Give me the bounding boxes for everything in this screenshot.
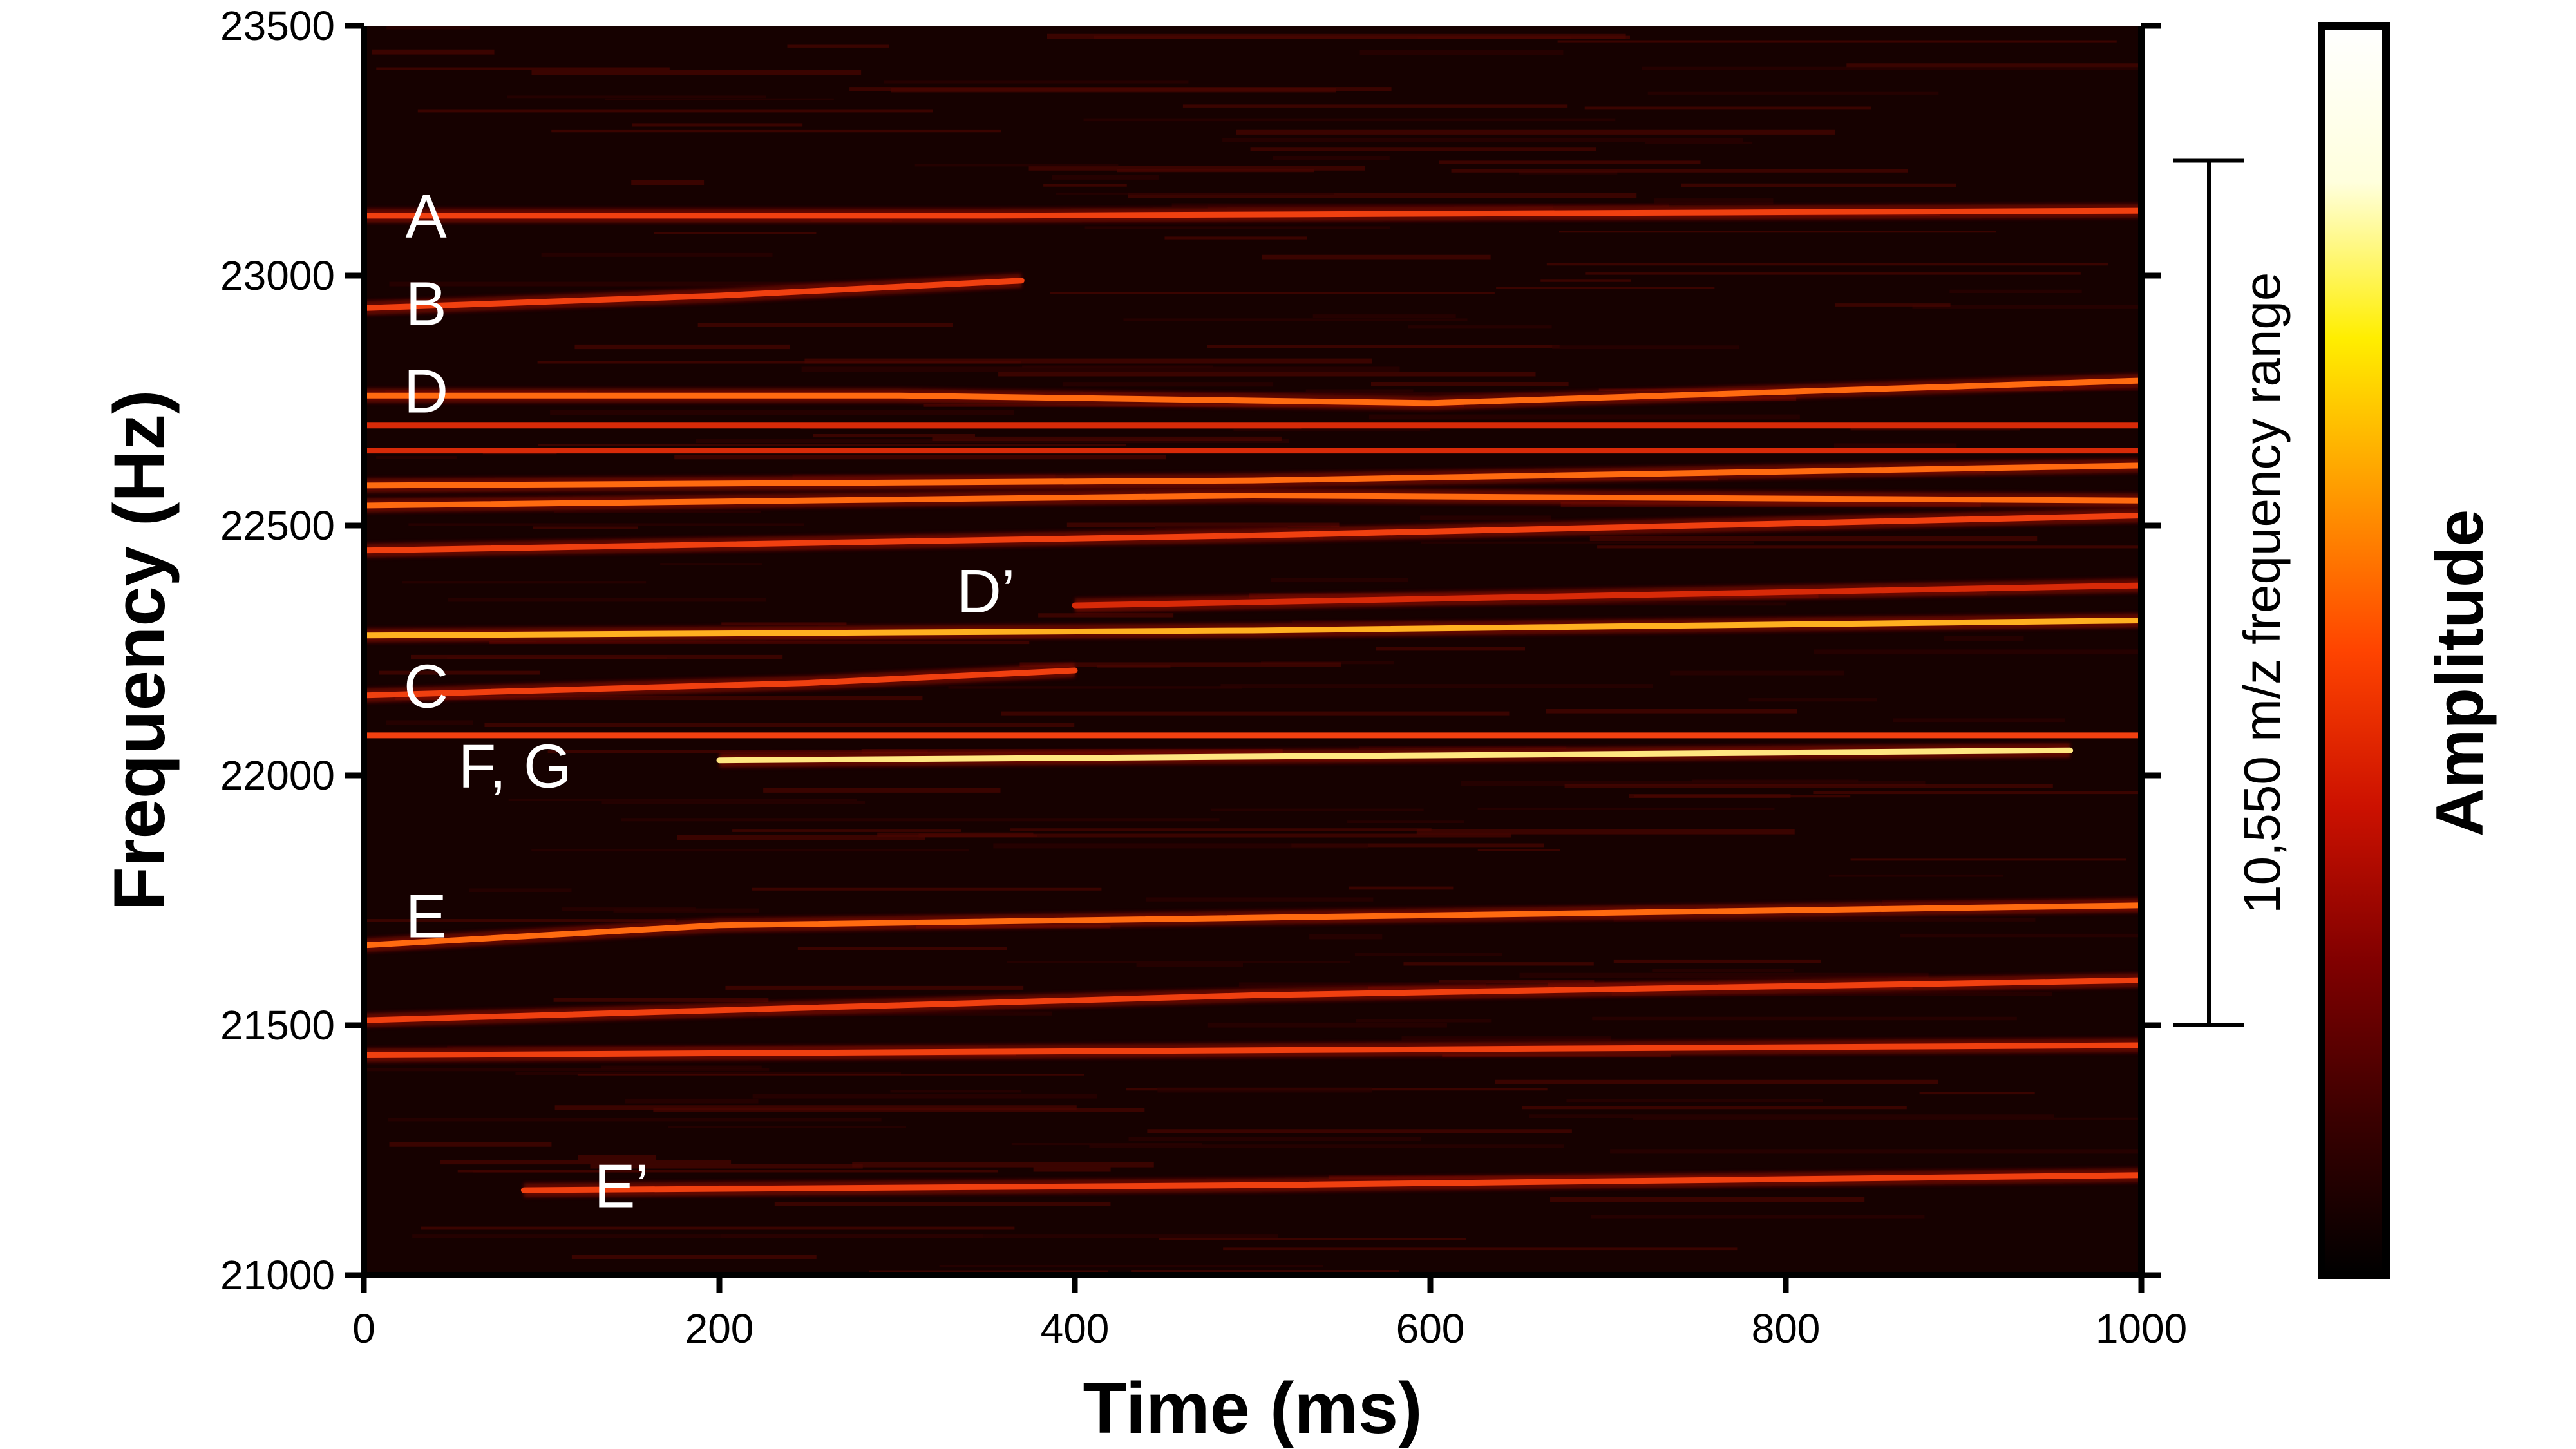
frequency-band <box>364 377 2141 406</box>
frequency-band <box>520 1172 2141 1193</box>
band-label: A <box>406 182 447 251</box>
band-label: D’ <box>957 557 1016 626</box>
x-tick-label: 800 <box>1752 1305 1821 1352</box>
x-axis-title: Time (ms) <box>1083 1368 1423 1448</box>
frequency-band <box>364 512 2141 554</box>
band-label: D <box>404 357 448 426</box>
x-tick-label: 200 <box>685 1305 754 1352</box>
x-tick-label: 600 <box>1396 1305 1465 1352</box>
frequency-band <box>364 278 1025 311</box>
right-axis-ticks <box>2138 23 2161 1278</box>
band-label: C <box>404 652 448 721</box>
frequency-range-label: 10,550 m/z frequency range <box>2233 272 2291 914</box>
frequency-range-bracket <box>2174 158 2244 1027</box>
colorbar-title: Amplitude <box>2423 509 2497 837</box>
frequency-band <box>716 747 2074 764</box>
frequency-band <box>1072 582 2141 609</box>
frequency-band <box>364 667 1078 699</box>
y-tick-label: 23500 <box>220 3 335 49</box>
x-tick-label: 0 <box>352 1305 375 1352</box>
x-tick-label: 1000 <box>2096 1305 2187 1352</box>
frequency-band <box>364 617 2141 639</box>
y-tick-label: 21500 <box>220 1002 335 1048</box>
y-tick-label: 22000 <box>220 752 335 799</box>
y-axis-title: Frequency (Hz) <box>99 390 180 911</box>
band-label: B <box>406 270 447 339</box>
x-axis: 0 200 400 600 800 1000 <box>352 1272 2187 1352</box>
y-tick-label: 21000 <box>220 1252 335 1298</box>
frequency-bands <box>364 204 2141 1198</box>
x-tick-label: 400 <box>1041 1305 1110 1352</box>
y-tick-label: 22500 <box>220 502 335 549</box>
frequency-band <box>364 977 2141 1023</box>
band-labels: ABD D’ CF, G E E’ <box>404 182 1015 1220</box>
y-tick-label: 23000 <box>220 252 335 299</box>
colorbar <box>2318 22 2390 1279</box>
frequency-band <box>364 462 2141 489</box>
band-label: E <box>406 882 447 951</box>
frequency-band <box>364 902 2141 949</box>
band-label: F, G <box>459 732 572 800</box>
frequency-band <box>364 1042 2141 1059</box>
frequency-band <box>364 492 2141 509</box>
band-label: E’ <box>594 1151 649 1220</box>
frequency-band <box>364 207 2141 219</box>
y-axis: 21000 21500 22000 22500 23000 23500 <box>220 3 367 1298</box>
